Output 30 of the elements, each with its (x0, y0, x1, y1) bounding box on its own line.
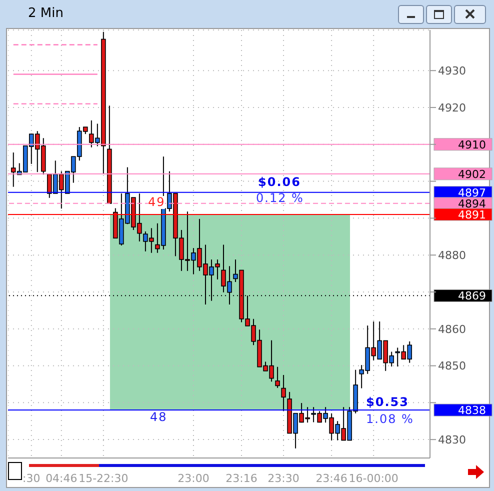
ref-line-label: 4838 (458, 404, 486, 418)
y-tick-label: 4860 (438, 322, 466, 336)
y-tick-label: 4920 (438, 101, 466, 114)
x-tick-label: :30 (22, 472, 40, 485)
annotation: 49 (148, 195, 166, 209)
ref-line-label: 4869 (458, 290, 486, 303)
x-tick-label: 23:30 (268, 472, 300, 485)
y-tick-label: 4930 (438, 64, 466, 78)
ref-line-label: 4910 (458, 138, 486, 152)
x-tick-label: 23:46 (316, 472, 348, 485)
x-tick-label: 16-00:00 (348, 472, 398, 485)
y-tick-label: 4850 (438, 360, 466, 373)
annotation: 0.12 % (256, 191, 304, 205)
ref-line-label: 4902 (458, 168, 486, 181)
annotation: 1.08 % (366, 412, 414, 426)
x-tick-label: 23:16 (226, 472, 258, 485)
annotation: $0.53 (366, 395, 409, 409)
y-tick-label: 4880 (438, 248, 466, 262)
x-tick-label: 15-22:30 (78, 472, 128, 485)
y-tick-label: 4830 (438, 433, 466, 446)
x-tick-label: 04:46 (46, 472, 78, 485)
ref-line-label: 4897 (458, 186, 486, 200)
x-tick-label: 23:00 (178, 472, 210, 485)
chart-title: 2 Min (28, 6, 64, 21)
ref-line-label: 4891 (458, 208, 486, 222)
ref-line-label: 4894 (458, 197, 486, 210)
annotation: $0.06 (258, 175, 301, 189)
annotation: 48 (150, 410, 168, 424)
candlestick (281, 374, 286, 412)
candlestick (275, 366, 280, 388)
